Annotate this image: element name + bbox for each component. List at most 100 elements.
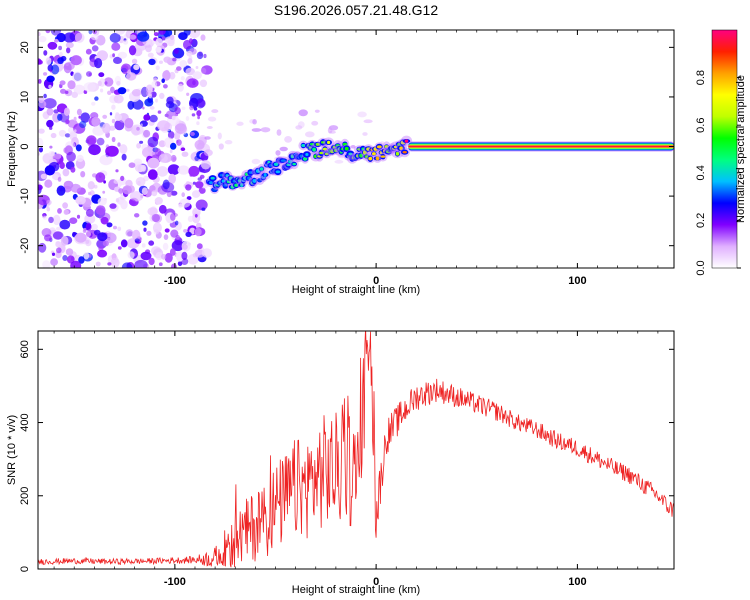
noise-blob [133,64,140,71]
faint-blob [211,109,219,114]
noise-blob [107,90,112,96]
noise-blob [109,203,117,209]
noise-blob [177,83,184,92]
noise-blob [163,84,168,89]
noise-blob [60,88,67,94]
noise-blob [38,146,44,153]
noise-blob [162,70,171,81]
noise-blob [196,51,204,60]
noise-blob [131,58,138,64]
noise-blob [125,72,137,81]
noise-blob [70,55,82,66]
noise-blob [153,32,159,37]
noise-region [38,30,385,268]
y-tick-label: 0 [19,566,31,572]
signal-blob-core [319,151,324,155]
signal-blob-core [375,156,380,161]
noise-blob [157,110,162,114]
noise-blob [113,94,124,104]
noise-blob [187,215,194,223]
noise-blob [170,229,179,238]
noise-blob [191,190,201,198]
spectrogram-x-ticks: -100 0 100 [53,30,659,287]
colorbar-label: Normalized spectral amplitude [735,75,747,223]
noise-blob [174,123,187,134]
noise-blob [182,244,188,250]
y-tick-label: 10 [19,91,31,103]
noise-blob [143,114,151,121]
signal-blob-core [362,150,367,155]
signal-blob-core [342,142,348,146]
faint-blob [251,158,261,165]
noise-blob [115,198,120,203]
noise-blob [38,35,47,43]
noise-blob [124,118,134,129]
noise-blob [62,168,70,177]
noise-blob [43,50,48,56]
noise-blob [56,32,66,43]
noise-blob [199,174,205,179]
noise-blob [151,190,158,197]
noise-blob [50,258,58,266]
noise-blob [113,225,117,230]
signal-blob-core [312,147,317,152]
noise-blob [200,159,211,170]
noise-blob [53,109,59,114]
noise-blob [148,240,155,246]
noise-blob [134,259,148,268]
noise-blob [187,58,193,65]
noise-blob [70,166,76,173]
faint-blob [327,127,333,134]
noise-blob [158,262,163,267]
noise-blob [74,32,85,43]
noise-blob [155,252,163,261]
noise-blob [120,199,128,210]
spectrogram-y-ticks: -20 -10 0 10 20 [19,41,674,254]
noise-blob [125,88,130,92]
noise-blob [155,65,160,71]
noise-blob [148,257,155,266]
noise-blob [54,39,59,43]
noise-blob [171,240,184,252]
noise-blob [177,165,190,175]
noise-blob [104,81,108,85]
noise-blob [158,30,166,35]
signal-blob-core [302,157,308,161]
x-tick-label: 0 [373,275,379,287]
noise-blob [170,263,177,268]
noise-blob [147,207,158,216]
noise-blob [63,32,76,43]
noise-blob [83,227,87,232]
noise-blob [115,169,119,173]
noise-blob [195,199,208,211]
noise-blob [90,34,99,41]
noise-blob [46,206,51,212]
signal-blob-core [223,183,228,187]
noise-blob [74,129,77,133]
noise-blob [152,222,162,234]
noise-blob [67,80,76,90]
signal-blob-core [384,145,389,149]
signal-blob-core [399,146,403,151]
noise-blob [49,126,53,130]
faint-blob [260,127,271,133]
noise-blob [49,145,53,149]
noise-blob [188,165,200,177]
noise-blob [133,158,143,166]
noise-blob [80,112,91,123]
x-tick-label: -100 [164,576,186,588]
noise-blob [161,78,165,83]
noise-blob [129,34,137,40]
snr-panel: -100 0 100 0 200 400 600 Height of straight l… [6,330,675,596]
noise-blob [159,92,165,99]
noise-blob [45,30,51,34]
noise-blob [118,188,124,194]
noise-blob [100,216,109,225]
noise-blob [85,48,92,55]
noise-blob [38,100,47,109]
noise-blob [86,71,92,77]
noise-blob [94,96,99,101]
noise-blob [69,217,78,224]
noise-blob [122,185,132,195]
noise-blob [91,223,98,230]
